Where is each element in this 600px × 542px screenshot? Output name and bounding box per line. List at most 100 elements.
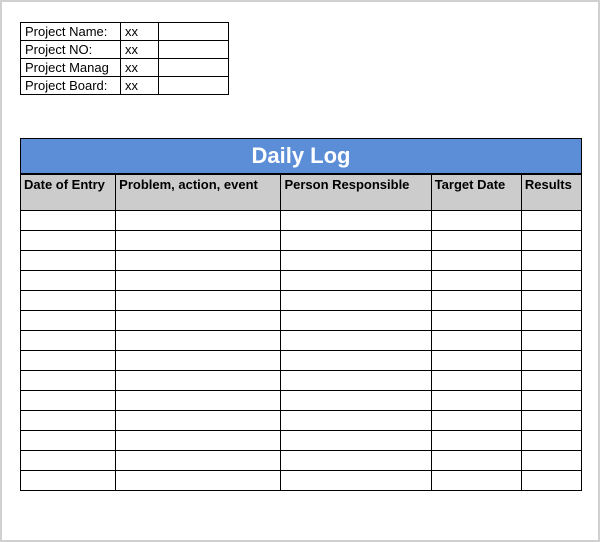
table-cell	[116, 231, 281, 251]
table-cell	[21, 411, 116, 431]
table-cell	[21, 451, 116, 471]
info-extra	[159, 77, 229, 95]
table-cell	[281, 271, 431, 291]
table-row	[21, 431, 582, 451]
table-cell	[116, 391, 281, 411]
table-cell	[281, 471, 431, 491]
table-cell	[521, 351, 581, 371]
table-cell	[281, 331, 431, 351]
table-cell	[281, 351, 431, 371]
info-value: xx	[121, 77, 159, 95]
info-label: Project Manag	[21, 59, 121, 77]
table-cell	[431, 231, 521, 251]
table-cell	[116, 411, 281, 431]
table-cell	[521, 311, 581, 331]
table-cell	[431, 391, 521, 411]
info-label: Project Name:	[21, 23, 121, 41]
table-cell	[431, 451, 521, 471]
table-cell	[431, 271, 521, 291]
info-value: xx	[121, 59, 159, 77]
table-row	[21, 451, 582, 471]
info-row: Project Board: xx	[21, 77, 229, 95]
table-row	[21, 331, 582, 351]
table-cell	[281, 251, 431, 271]
table-cell	[116, 291, 281, 311]
table-cell	[431, 471, 521, 491]
table-cell	[21, 351, 116, 371]
col-person-responsible: Person Responsible	[281, 175, 431, 211]
table-cell	[21, 251, 116, 271]
info-extra	[159, 41, 229, 59]
table-cell	[521, 471, 581, 491]
table-cell	[431, 351, 521, 371]
table-cell	[21, 331, 116, 351]
table-cell	[21, 271, 116, 291]
table-cell	[116, 271, 281, 291]
table-row	[21, 391, 582, 411]
table-cell	[281, 291, 431, 311]
info-row: Project Manag xx	[21, 59, 229, 77]
table-cell	[116, 371, 281, 391]
table-row	[21, 351, 582, 371]
table-row	[21, 311, 582, 331]
daily-log-title: Daily Log	[20, 138, 582, 174]
table-cell	[431, 331, 521, 351]
info-label: Project NO:	[21, 41, 121, 59]
col-target-date: Target Date	[431, 175, 521, 211]
table-row	[21, 251, 582, 271]
table-cell	[21, 311, 116, 331]
table-cell	[116, 471, 281, 491]
info-label: Project Board:	[21, 77, 121, 95]
table-cell	[281, 451, 431, 471]
table-cell	[21, 431, 116, 451]
table-cell	[431, 211, 521, 231]
table-row	[21, 271, 582, 291]
daily-log-table: Date of Entry Problem, action, event Per…	[20, 174, 582, 491]
col-problem-action-event: Problem, action, event	[116, 175, 281, 211]
table-cell	[521, 271, 581, 291]
daily-log-body	[21, 211, 582, 491]
table-row	[21, 211, 582, 231]
table-cell	[21, 231, 116, 251]
table-cell	[281, 311, 431, 331]
info-extra	[159, 23, 229, 41]
table-cell	[21, 391, 116, 411]
table-row	[21, 371, 582, 391]
page: Project Name: xx Project NO: xx Project …	[0, 0, 600, 542]
table-cell	[281, 391, 431, 411]
table-cell	[521, 411, 581, 431]
col-date-of-entry: Date of Entry	[21, 175, 116, 211]
daily-log-section: Daily Log Date of Entry Problem, action,…	[20, 138, 582, 491]
table-row	[21, 291, 582, 311]
table-cell	[521, 231, 581, 251]
table-cell	[521, 251, 581, 271]
table-cell	[21, 371, 116, 391]
table-cell	[116, 451, 281, 471]
table-row	[21, 231, 582, 251]
table-row	[21, 411, 582, 431]
table-cell	[116, 211, 281, 231]
table-cell	[281, 231, 431, 251]
table-cell	[431, 251, 521, 271]
table-cell	[281, 371, 431, 391]
info-extra	[159, 59, 229, 77]
table-cell	[521, 371, 581, 391]
table-cell	[281, 431, 431, 451]
table-cell	[431, 291, 521, 311]
table-cell	[116, 431, 281, 451]
table-cell	[521, 331, 581, 351]
table-cell	[21, 211, 116, 231]
info-value: xx	[121, 23, 159, 41]
table-cell	[21, 291, 116, 311]
info-row: Project NO: xx	[21, 41, 229, 59]
table-cell	[281, 411, 431, 431]
table-cell	[521, 211, 581, 231]
daily-log-header-row: Date of Entry Problem, action, event Per…	[21, 175, 582, 211]
table-cell	[521, 291, 581, 311]
table-cell	[521, 451, 581, 471]
table-cell	[431, 371, 521, 391]
table-cell	[116, 331, 281, 351]
table-cell	[116, 251, 281, 271]
table-cell	[431, 311, 521, 331]
table-cell	[281, 211, 431, 231]
